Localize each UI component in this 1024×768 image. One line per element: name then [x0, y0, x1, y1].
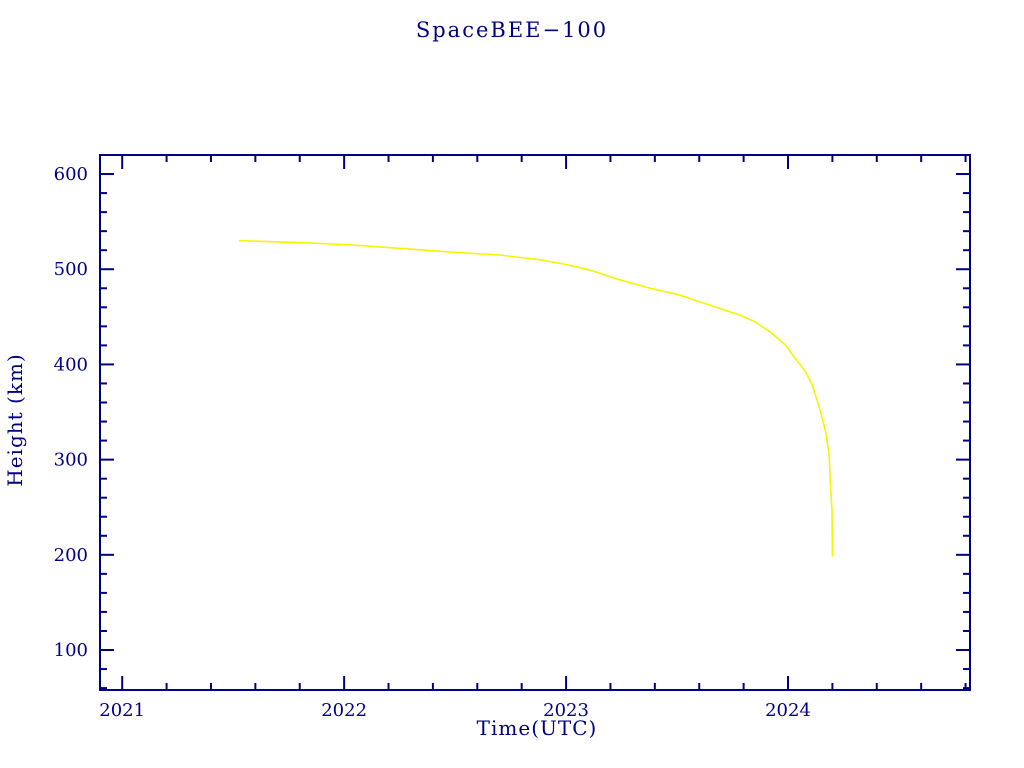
y-axis-label: Height (km) [3, 353, 27, 486]
plot-frame [99, 154, 971, 691]
x-axis-label: Time(UTC) [477, 716, 598, 740]
x-tick-label: 2022 [321, 700, 367, 721]
x-tick-label: 2023 [543, 700, 589, 721]
y-tick-label: 300 [54, 450, 88, 471]
y-tick-label: 500 [54, 259, 88, 280]
y-tick-label: 200 [54, 545, 88, 566]
x-tick-label: 2021 [99, 700, 145, 721]
y-tick-label: 100 [54, 640, 88, 661]
y-tick-label: 600 [54, 164, 88, 185]
x-tick-label: 2024 [765, 700, 811, 721]
y-tick-label: 400 [54, 354, 88, 375]
height-decay-line [239, 239, 834, 557]
chart-title: SpaceBEE−100 [416, 18, 608, 42]
